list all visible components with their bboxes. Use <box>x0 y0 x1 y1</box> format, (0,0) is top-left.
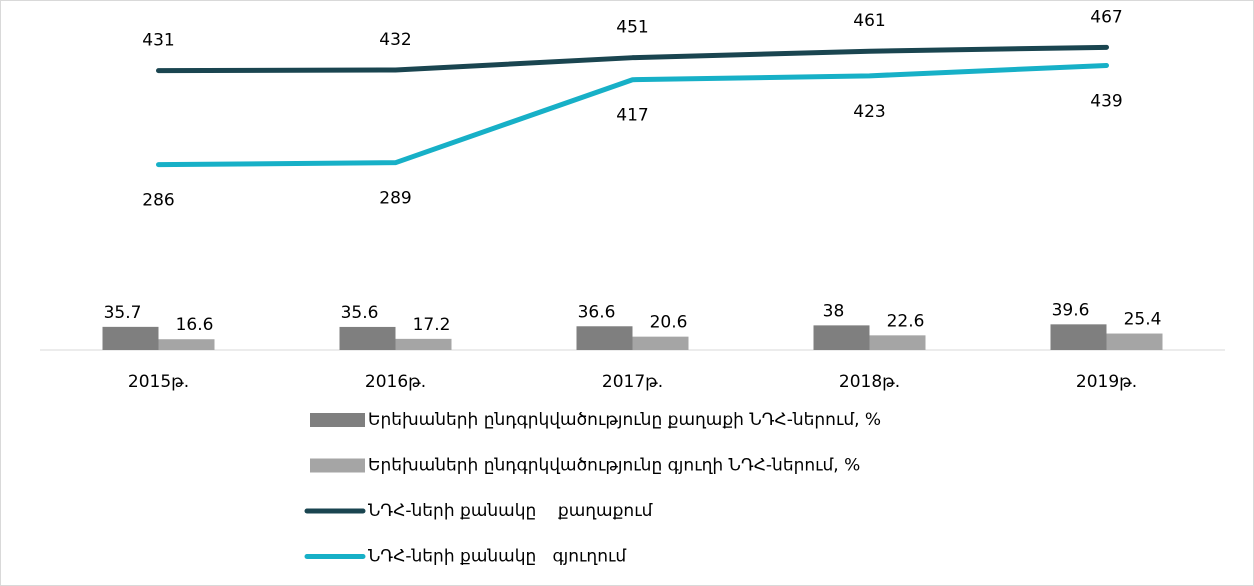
data-label: 16.6 <box>176 315 214 335</box>
legend-label: ՆԴՀ-ների քանակը քաղաքում <box>368 501 653 521</box>
bar <box>1106 333 1163 350</box>
data-label: 286 <box>142 191 174 211</box>
bar <box>576 326 633 350</box>
legend-label: ՆԴՀ-ների քանակը գյուղում <box>368 547 626 567</box>
line <box>156 44 1109 74</box>
data-label: 35.6 <box>341 303 379 323</box>
data-label: 423 <box>853 102 885 122</box>
bar <box>395 338 452 350</box>
x-tick-label: 2016թ. <box>365 372 426 392</box>
x-tick-label: 2017թ. <box>602 372 663 392</box>
data-label: 467 <box>1090 7 1122 27</box>
bar <box>102 326 159 350</box>
data-label: 461 <box>853 11 885 31</box>
data-label: 36.6 <box>578 302 616 322</box>
data-label: 35.7 <box>104 303 142 323</box>
bar <box>632 336 689 350</box>
line <box>156 62 1109 168</box>
bar <box>1050 324 1107 350</box>
data-label: 432 <box>379 30 411 50</box>
data-label: 289 <box>379 189 411 209</box>
legend-swatch <box>310 458 365 473</box>
data-label: 417 <box>616 106 648 126</box>
data-label: 451 <box>616 18 648 38</box>
x-tick-label: 2018թ. <box>839 372 900 392</box>
bar <box>339 326 396 350</box>
x-tick-label: 2019թ. <box>1076 372 1137 392</box>
data-label: 39.6 <box>1052 300 1090 320</box>
bar <box>158 339 215 350</box>
legend-swatch <box>310 413 365 427</box>
data-label: 431 <box>142 31 174 51</box>
x-tick-label: 2015թ. <box>128 372 189 392</box>
data-label: 439 <box>1090 91 1122 111</box>
bar <box>813 325 870 350</box>
legend-label: Երեխաների ընդգրկվածությունը քաղաքի ՆԴՀ-ն… <box>368 410 881 430</box>
data-label: 38 <box>823 301 845 321</box>
data-label: 22.6 <box>887 311 925 331</box>
data-label: 17.2 <box>413 315 451 335</box>
legend-label: Երեխաների ընդգրկվածությունը գյուղի ՆԴՀ-ն… <box>368 456 860 476</box>
data-label: 25.4 <box>1124 310 1162 330</box>
data-label: 20.6 <box>650 313 688 333</box>
bar <box>869 335 926 350</box>
